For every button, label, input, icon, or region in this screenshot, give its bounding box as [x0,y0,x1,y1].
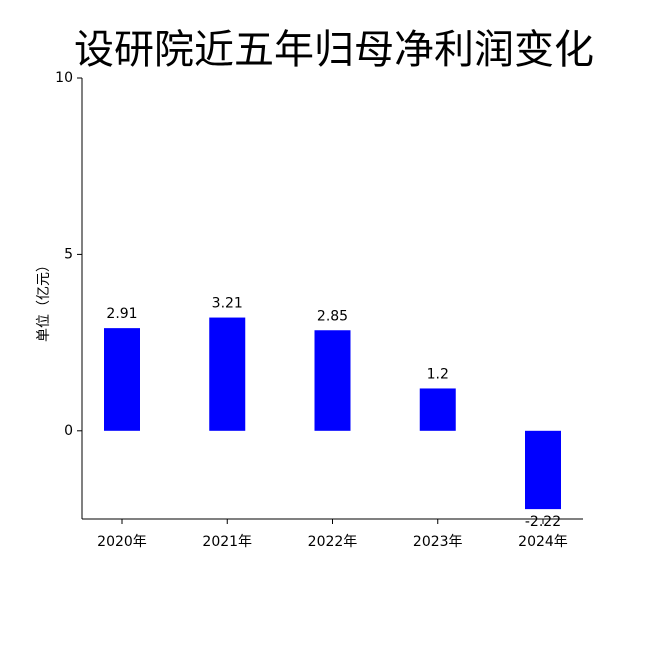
chart-title: 设研院近五年归母净利润变化 [74,27,594,73]
bar [209,317,246,431]
x-tick-label: 2020年 [97,534,147,550]
y-tick-label: 10 [55,70,73,86]
y-axis-label: 单位（亿元） [36,258,52,342]
value-label: -2.22 [525,514,561,530]
bar [525,430,561,510]
x-tick-label: 2023年 [413,534,463,550]
value-label: 1.2 [427,366,449,382]
value-label: 2.85 [317,308,348,324]
bar [314,330,351,431]
y-tick-label: 5 [64,246,73,262]
value-label: 2.91 [106,306,137,322]
y-tick-label: 0 [64,423,73,439]
bar [419,388,456,431]
x-tick-label: 2021年 [202,534,252,550]
x-tick-label: 2022年 [308,534,358,550]
bar [104,328,140,431]
value-label: 3.21 [212,296,243,312]
x-tick-label: 2024年 [518,534,568,550]
